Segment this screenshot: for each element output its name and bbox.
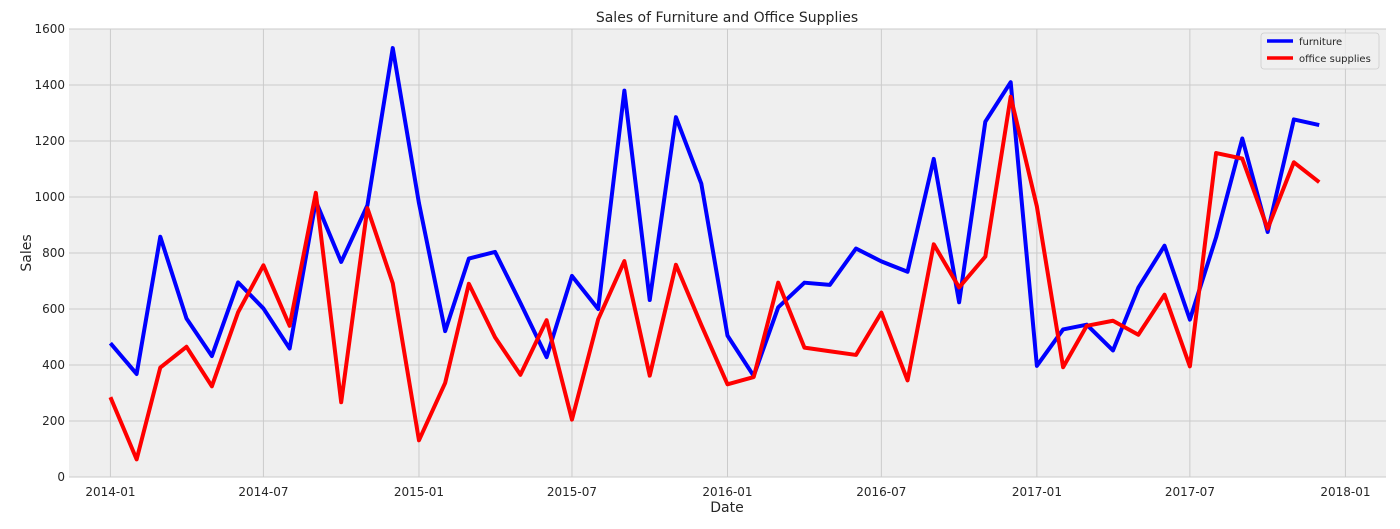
legend: furniture office supplies <box>1260 32 1380 70</box>
series-line-office-supplies <box>108 94 1321 462</box>
x-axis-ticks: 2014-01 2014-07 2015-01 2015-07 2016-01 2016-… <box>85 485 1370 499</box>
legend-label-office-supplies: office supplies <box>1299 54 1371 65</box>
x-tick-label: 2017-01 <box>1012 485 1062 499</box>
y-tick-label: 1600 <box>34 22 65 36</box>
y-tick-label: 1400 <box>34 78 65 92</box>
y-tick-label: 800 <box>42 246 65 260</box>
y-tick-label: 400 <box>42 358 65 372</box>
x-tick-label: 2017-07 <box>1165 485 1215 499</box>
x-tick-label: 2015-07 <box>547 485 597 499</box>
y-tick-label: 1200 <box>34 134 65 148</box>
legend-label-furniture: furniture <box>1299 37 1342 48</box>
series-lines <box>108 46 1321 462</box>
x-tick-label: 2014-01 <box>85 485 135 499</box>
x-tick-label: 2014-07 <box>238 485 288 499</box>
x-axis-label: Date <box>710 500 743 516</box>
chart-title: Sales of Furniture and Office Supplies <box>596 10 858 26</box>
y-tick-label: 1000 <box>34 190 65 204</box>
y-tick-label: 600 <box>42 302 65 316</box>
y-tick-label: 200 <box>42 414 65 428</box>
series-line-furniture <box>108 46 1320 378</box>
x-tick-label: 2018-01 <box>1320 485 1370 499</box>
grid-lines <box>69 28 1386 478</box>
y-tick-label: 0 <box>57 470 65 484</box>
x-tick-label: 2016-07 <box>856 485 906 499</box>
x-tick-label: 2016-01 <box>702 485 752 499</box>
y-axis-label: Sales <box>19 234 35 271</box>
x-tick-label: 2015-01 <box>394 485 444 499</box>
y-axis-ticks: 0 200 400 600 800 1000 1200 1400 1600 <box>34 22 65 484</box>
